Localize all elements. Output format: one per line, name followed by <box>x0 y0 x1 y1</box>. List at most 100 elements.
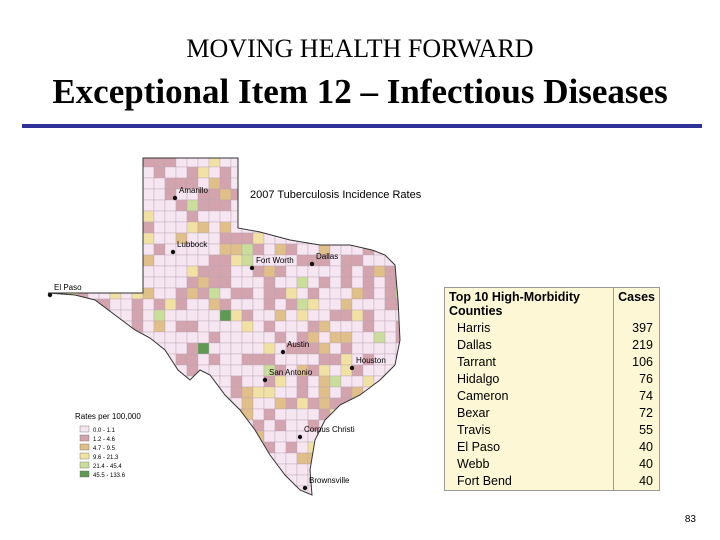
county <box>54 221 67 234</box>
county <box>274 320 287 333</box>
county <box>329 441 342 454</box>
county <box>373 210 386 223</box>
county <box>120 232 133 245</box>
county <box>352 497 363 508</box>
county <box>98 158 111 168</box>
county <box>252 158 265 168</box>
county <box>153 177 166 190</box>
county <box>241 199 254 212</box>
county <box>175 430 188 443</box>
county <box>318 353 331 366</box>
county <box>252 485 265 495</box>
county <box>175 276 188 289</box>
city-label: San Antonio <box>269 368 313 377</box>
county <box>241 441 254 454</box>
county <box>263 353 276 366</box>
county <box>109 265 122 278</box>
legend-swatch <box>79 443 90 451</box>
case-count: 74 <box>639 389 653 403</box>
county <box>197 342 210 355</box>
county <box>285 463 298 476</box>
county <box>362 265 375 278</box>
county <box>153 364 166 377</box>
county <box>120 177 133 190</box>
county <box>285 298 298 311</box>
county <box>285 309 298 322</box>
county <box>330 497 341 508</box>
county <box>65 188 78 201</box>
county <box>362 331 375 344</box>
county <box>263 430 276 443</box>
county <box>87 199 100 212</box>
county <box>230 232 243 245</box>
county <box>164 485 177 495</box>
county <box>186 342 199 355</box>
county <box>373 430 386 443</box>
county <box>285 276 298 289</box>
county <box>373 232 386 245</box>
county <box>252 331 265 344</box>
county <box>362 419 375 432</box>
county <box>131 397 144 410</box>
county <box>120 265 133 278</box>
county <box>48 419 56 432</box>
county <box>285 386 298 399</box>
county <box>87 375 100 388</box>
county <box>142 364 155 377</box>
county <box>120 254 133 267</box>
county <box>329 452 342 465</box>
county <box>362 199 375 212</box>
county <box>274 397 287 410</box>
county <box>373 166 386 179</box>
county <box>351 177 364 190</box>
county <box>208 243 221 256</box>
county <box>252 232 265 245</box>
county <box>285 419 298 432</box>
county <box>164 221 177 234</box>
county <box>329 309 342 322</box>
county <box>318 331 331 344</box>
county <box>131 342 144 355</box>
county <box>186 386 199 399</box>
county <box>98 485 111 495</box>
city-label: Fort Worth <box>256 256 294 265</box>
county <box>175 397 188 410</box>
legend-label: 4.7 - 9.5 <box>93 446 116 452</box>
county <box>219 320 232 333</box>
county <box>142 441 155 454</box>
county <box>54 158 67 168</box>
county <box>241 166 254 179</box>
county <box>153 386 166 399</box>
county <box>219 232 232 245</box>
county <box>186 254 199 267</box>
county <box>384 375 397 388</box>
county <box>98 353 111 366</box>
county <box>395 309 400 322</box>
county <box>253 497 264 508</box>
county <box>363 497 374 508</box>
county <box>362 276 375 289</box>
county <box>362 177 375 190</box>
county <box>274 485 287 495</box>
county <box>87 158 100 168</box>
table-header: Top 10 High-Morbidity Counties <box>444 287 615 320</box>
county <box>121 497 132 508</box>
county <box>186 221 199 234</box>
county <box>395 353 400 366</box>
county <box>131 419 144 432</box>
table-row: Harris 397 <box>444 320 660 337</box>
city-label: Houston <box>356 356 386 365</box>
county <box>307 408 320 421</box>
county <box>318 320 331 333</box>
county <box>351 199 364 212</box>
county <box>48 199 56 212</box>
county <box>65 221 78 234</box>
county <box>219 430 232 443</box>
county <box>373 309 386 322</box>
county <box>65 232 78 245</box>
county <box>252 441 265 454</box>
county <box>87 254 100 267</box>
county <box>384 221 397 234</box>
county <box>208 232 221 245</box>
city-label: Lubbock <box>177 240 208 249</box>
